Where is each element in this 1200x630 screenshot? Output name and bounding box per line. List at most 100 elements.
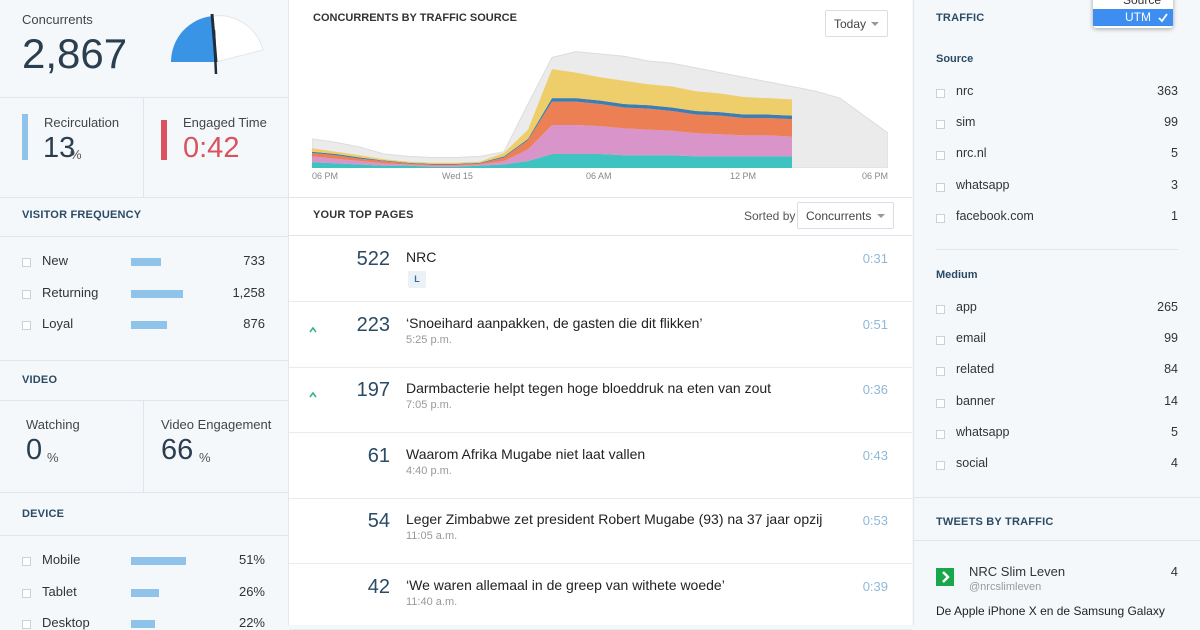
- row-value: 26%: [238, 583, 265, 599]
- row-label: related: [956, 362, 995, 377]
- gauge-part: [212, 15, 264, 63]
- bar: [131, 258, 162, 266]
- page-row[interactable]: 61 Waarom Afrika Mugabe niet laat vallen 4…: [289, 433, 912, 499]
- page-time: 7:05 p.m.: [406, 399, 452, 412]
- row-value: 1: [1171, 208, 1178, 223]
- row-value: 265: [1157, 300, 1178, 314]
- divider-v: [143, 97, 144, 197]
- checkbox[interactable]: [936, 120, 945, 130]
- gauge-part: [170, 16, 216, 62]
- page-tag: L: [408, 271, 426, 288]
- row-label: banner: [956, 393, 995, 408]
- divider: [0, 197, 288, 198]
- video-label: Watching: [26, 417, 80, 432]
- page-row[interactable]: 42 ‘We waren allemaal in de greep van wit…: [289, 564, 912, 630]
- row-value: 84: [1164, 362, 1178, 377]
- page-title: ‘Snoeihard aanpakken, de gasten die dit …: [406, 314, 703, 331]
- group-title: Source: [936, 53, 974, 65]
- menu-option[interactable]: UTM: [1093, 9, 1173, 26]
- menu-option[interactable]: Source: [1123, 0, 1162, 7]
- trend-up: [309, 391, 317, 398]
- recirc-bar: [22, 114, 28, 160]
- checkbox[interactable]: [22, 557, 31, 566]
- video-label: Video Engagement: [161, 417, 272, 432]
- video-unit: %: [199, 450, 211, 465]
- row-label: nrc.nl: [956, 146, 987, 161]
- divider: [0, 492, 288, 493]
- page-count: 61: [367, 444, 390, 467]
- checkbox[interactable]: [936, 461, 945, 470]
- engaged-time: 0:43: [862, 447, 888, 463]
- row-value: 1,258: [232, 284, 265, 300]
- concurrents-label: Concurrents: [22, 12, 93, 27]
- page-title: ‘We waren allemaal in de greep van withe…: [406, 577, 725, 593]
- row-value: 99: [1164, 115, 1178, 130]
- checkbox[interactable]: [22, 321, 31, 330]
- row-label: Loyal: [42, 316, 74, 331]
- bar: [131, 321, 168, 329]
- sort-dropdown[interactable]: Concurrents: [797, 202, 894, 229]
- page-time: 5:25 p.m.: [406, 333, 452, 346]
- page-title: Leger Zimbabwe zet president Robert Muga…: [406, 511, 823, 528]
- engaged-time: 0:51: [862, 316, 888, 332]
- tweet-icon: [936, 568, 954, 586]
- page-count: 522: [356, 248, 390, 270]
- page-row[interactable]: 197 Darmbacterie helpt tegen hoge bloeddr…: [289, 367, 912, 434]
- stacked-area: [312, 98, 792, 165]
- page-row[interactable]: 522 NRC L 0:31: [289, 236, 912, 302]
- x-tick-label: Wed 15: [442, 171, 473, 181]
- tweet-name[interactable]: NRC Slim Leven: [969, 564, 1066, 579]
- x-tick-label: 06 PM: [861, 171, 888, 181]
- right-column: [913, 0, 1200, 625]
- traffic-menu: Source UTM: [1093, 0, 1173, 28]
- divider: [0, 400, 288, 401]
- engaged-value: 0:42: [183, 132, 240, 164]
- stacked-area: [312, 101, 792, 166]
- trend-up: [309, 326, 317, 333]
- checkbox[interactable]: [936, 213, 945, 223]
- bar: [131, 620, 155, 628]
- checkbox[interactable]: [22, 258, 31, 267]
- divider: [0, 360, 288, 361]
- chart-title: CONCURRENTS BY TRAFFIC SOURCE: [313, 12, 517, 24]
- engaged-label: Engaged Time: [183, 115, 267, 130]
- checkbox[interactable]: [936, 429, 945, 439]
- row-label: Desktop: [42, 615, 90, 630]
- row-value: 733: [243, 253, 265, 268]
- divider-v: [143, 400, 144, 492]
- page-count: 197: [356, 379, 390, 402]
- section-title: TRAFFIC: [936, 12, 985, 24]
- checkbox[interactable]: [936, 398, 945, 408]
- row-value: 22%: [238, 615, 265, 630]
- row-value: 3: [1171, 177, 1178, 192]
- engaged-time: 0:31: [862, 251, 888, 266]
- checkbox[interactable]: [22, 588, 31, 598]
- row-value: 876: [243, 316, 265, 331]
- page-row[interactable]: 223 ‘Snoeihard aanpakken, de gasten die d…: [289, 302, 912, 368]
- trend-arrow: [309, 391, 317, 398]
- checkbox[interactable]: [936, 336, 945, 346]
- divider: [0, 97, 288, 98]
- checkbox[interactable]: [936, 89, 945, 98]
- row-label: nrc: [956, 84, 974, 98]
- divider: [913, 540, 1200, 541]
- gauge-part: [212, 29, 218, 75]
- row-label: Mobile: [42, 552, 81, 567]
- checkbox[interactable]: [22, 289, 31, 299]
- range-dropdown[interactable]: Today: [825, 10, 888, 37]
- row-label: Returning: [42, 284, 99, 300]
- area-chart: [312, 51, 888, 168]
- stacked-area: [312, 69, 792, 164]
- row-label: email: [956, 331, 986, 346]
- row-value: 5: [1171, 424, 1178, 439]
- checkbox[interactable]: [936, 305, 945, 314]
- row-value: 363: [1157, 84, 1178, 98]
- checkbox[interactable]: [936, 182, 945, 192]
- row-label: New: [42, 253, 69, 268]
- checkbox[interactable]: [936, 367, 945, 377]
- page-row[interactable]: 54 Leger Zimbabwe zet president Robert Mu…: [289, 498, 912, 565]
- engaged-time: 0:53: [862, 513, 888, 529]
- icon-bg: [936, 568, 954, 586]
- checkbox[interactable]: [936, 151, 945, 161]
